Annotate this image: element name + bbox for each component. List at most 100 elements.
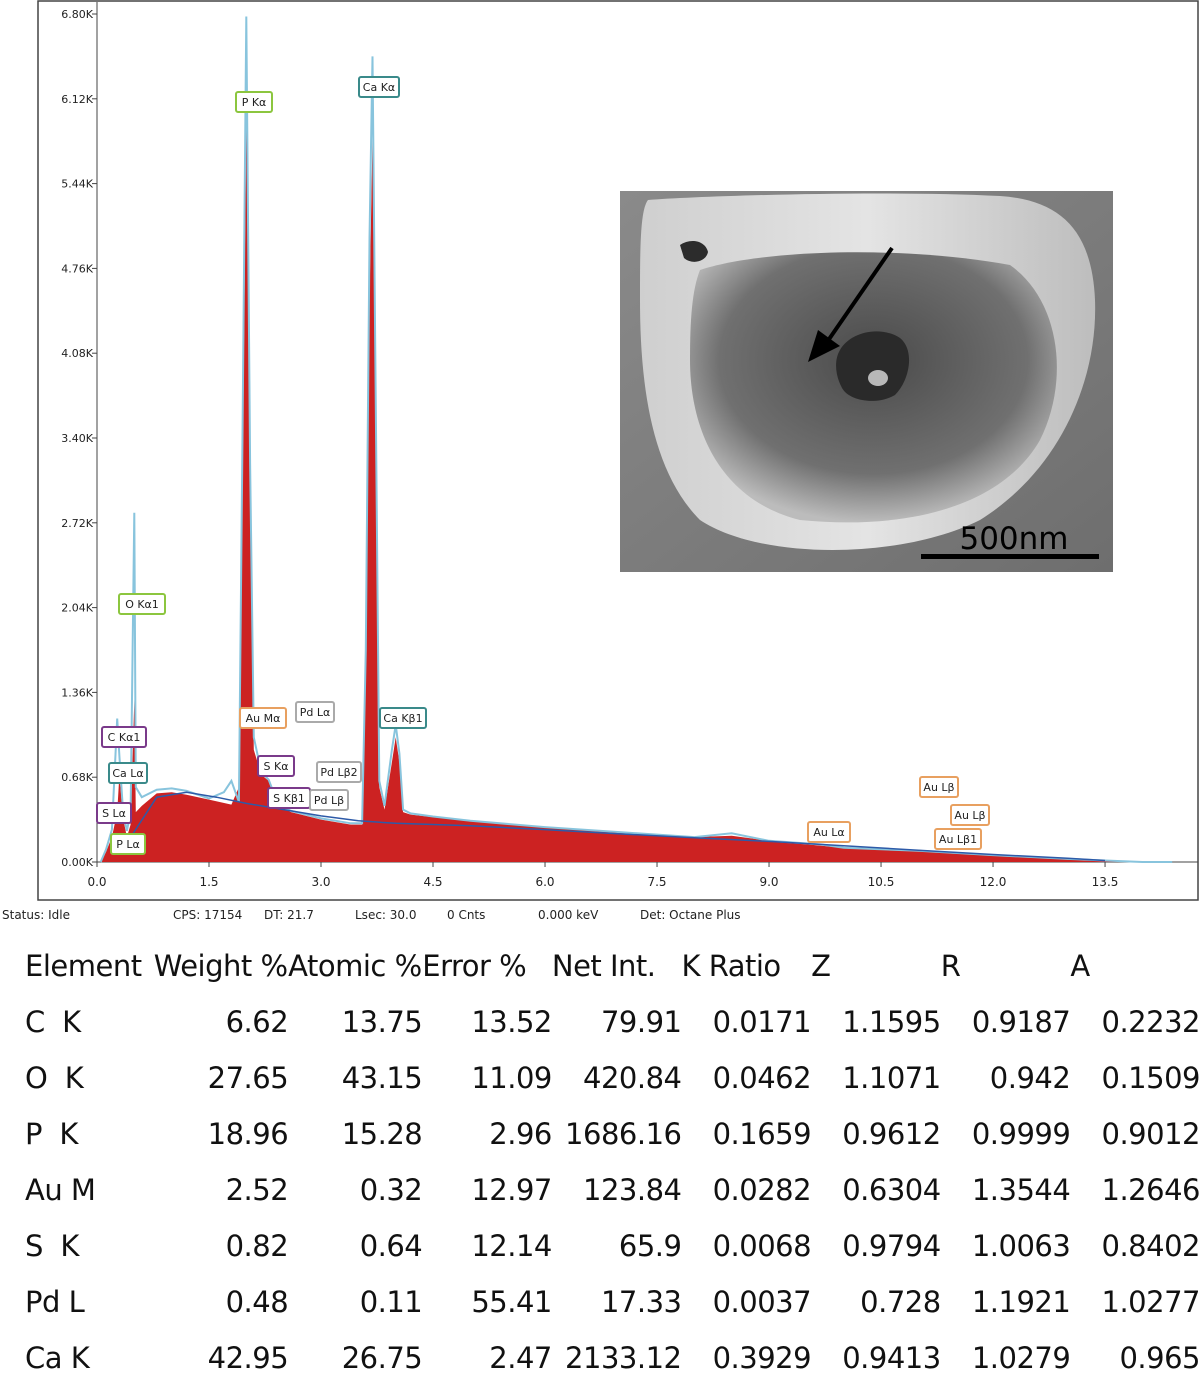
table-cell: 65.9 <box>618 1229 682 1263</box>
x-tick-label: 10.5 <box>868 875 895 889</box>
table-cell: 0.82 <box>225 1229 289 1263</box>
y-tick-label: 0.00K <box>61 856 93 869</box>
table-cell: 0.9187 <box>971 1005 1071 1039</box>
table-header-cell: Net Int. <box>551 949 656 983</box>
table-cell: Pd L <box>25 1285 85 1319</box>
scale-bar-label: 500nm <box>959 521 1068 557</box>
peak-label-text: Au Lβ <box>954 809 985 822</box>
peak-label-box <box>108 762 148 784</box>
table-cell: 18.96 <box>207 1117 289 1151</box>
peak-label-box <box>118 593 166 615</box>
table-cell: 1.0063 <box>971 1229 1071 1263</box>
table-cell: 0.9413 <box>842 1341 941 1375</box>
table-cell: 13.75 <box>341 1005 423 1039</box>
x-tick-label: 1.5 <box>199 875 218 889</box>
table-header-cell: Weight % <box>153 949 288 983</box>
table-header-cell: Atomic % <box>288 949 422 983</box>
peak-label-text: Au Lβ <box>923 781 954 794</box>
table-cell: 0.0171 <box>712 1005 812 1039</box>
background-fit-line <box>118 791 1106 862</box>
peak-label: Ca Kβ1 <box>379 707 427 729</box>
plot-area <box>99 16 1173 863</box>
y-tick-label: 2.04K <box>61 602 93 615</box>
peak-label-text: Au Lβ1 <box>939 833 977 846</box>
y-tick-label: 6.12K <box>61 93 93 106</box>
peak-label: Au Lα <box>807 821 851 843</box>
peak-label: Ca Kα <box>358 76 400 98</box>
status-bar: Status: Idle CPS: 17154 DT: 21.7 Lsec: 3… <box>0 906 1200 926</box>
peak-label: Pd Lβ2 <box>316 761 362 783</box>
peak-label-text: Pd Lβ <box>314 794 344 807</box>
table-cell: 2.52 <box>225 1173 289 1207</box>
scale-bar <box>921 554 1099 559</box>
table-cell: 0.9612 <box>842 1117 941 1151</box>
sem-inset-image: 500nm <box>620 191 1113 572</box>
peak-label: Au Lβ1 <box>934 828 982 850</box>
table-cell: 0.8402 <box>1101 1229 1200 1263</box>
table-cell: 0.1659 <box>712 1117 812 1151</box>
x-tick-label: 9.0 <box>759 875 778 889</box>
peak-label-text: Ca Kα <box>363 81 395 94</box>
peak-label-text: Ca Kβ1 <box>383 712 422 725</box>
peak-label-text: Pd Lβ2 <box>320 766 357 779</box>
table-cell: 0.32 <box>359 1173 423 1207</box>
table-cell: 123.84 <box>583 1173 682 1207</box>
table-cell: 12.14 <box>471 1229 552 1263</box>
table-cell: 0.2232 <box>1101 1005 1200 1039</box>
table-cell: 1.1921 <box>971 1285 1071 1319</box>
table-header-cell: Z <box>811 949 831 983</box>
table-cell: 0.48 <box>225 1285 289 1319</box>
peak-labels: P Kα Ca Kα O Kα1 Au Mα Pd Lα Ca Kβ1 C Kα1 Ca Lα… <box>96 76 990 855</box>
table-cell: 0.0037 <box>712 1285 812 1319</box>
peak-label: P Kα <box>235 91 273 113</box>
table-cell: 12.97 <box>471 1173 552 1207</box>
inset-arrow-shaft <box>823 246 894 347</box>
peak-label: C Kα1 <box>101 726 147 748</box>
x-tick-label: 3.0 <box>311 875 330 889</box>
table-cell: 13.52 <box>471 1005 552 1039</box>
y-tick-label: 3.40K <box>61 432 93 445</box>
peak-label-text: Au Mα <box>246 712 281 725</box>
table-cell: 0.6304 <box>842 1173 941 1207</box>
table-cell: 420.84 <box>583 1061 682 1095</box>
peak-label-box <box>110 833 146 855</box>
table-cell: 42.95 <box>207 1341 289 1375</box>
peak-label-box <box>295 701 335 723</box>
y-tick-label: 4.08K <box>61 347 93 360</box>
inset-highlight <box>868 370 888 386</box>
table-cell: 0.9012 <box>1101 1117 1200 1151</box>
table-header-row: Element Weight % Atomic % Error % Net Int. K … <box>0 938 1200 994</box>
peak-label-box <box>257 755 295 777</box>
table-header-cell: Error % <box>422 949 527 983</box>
table-cell: 0.9999 <box>971 1117 1071 1151</box>
status-text: Status: Idle <box>2 908 70 922</box>
x-tick-label: 13.5 <box>1092 875 1119 889</box>
table-cell: 0.11 <box>359 1285 423 1319</box>
table-cell: 0.64 <box>359 1229 423 1263</box>
table-cell: 0.0282 <box>712 1173 812 1207</box>
peak-label: O Kα1 <box>118 593 166 615</box>
table-cell: 2133.12 <box>565 1341 682 1375</box>
peak-label-text: S Kα <box>264 760 289 773</box>
table-cell: 43.15 <box>341 1061 423 1095</box>
table-row: O K 27.65 43.15 11.09 420.84 0.0462 1.1071 0.94… <box>0 1050 1200 1106</box>
table-cell: 55.41 <box>471 1285 552 1319</box>
y-tick-label: 2.72K <box>61 517 93 530</box>
table-cell: 0.0462 <box>712 1061 812 1095</box>
table-row: Ca K 42.95 26.75 2.47 2133.12 0.3929 0.9413 1.0… <box>0 1330 1200 1386</box>
cps-readout: CPS: 17154 <box>173 908 243 922</box>
table-row: S K 0.82 0.64 12.14 65.9 0.0068 0.9794 1.0063 0.… <box>0 1218 1200 1274</box>
peak-label-text: Pd Lα <box>300 706 331 719</box>
peak-label-text: C Kα1 <box>108 731 141 744</box>
inset-left-hole <box>680 240 708 262</box>
peak-label-text: O Kα1 <box>125 598 159 611</box>
results-table: Element Weight % Atomic % Error % Net Int. K … <box>0 938 1200 1386</box>
lsec-readout: Lsec: 30.0 <box>355 908 417 922</box>
table-header-cell: K Ratio <box>681 949 781 983</box>
inset-arrow-head <box>808 330 840 362</box>
table-cell: Au M <box>25 1173 96 1207</box>
peak-label-box <box>807 821 851 843</box>
peak-label-box <box>309 789 349 811</box>
table-cell: 1.2646 <box>1101 1173 1200 1207</box>
table-cell: 79.91 <box>600 1005 682 1039</box>
